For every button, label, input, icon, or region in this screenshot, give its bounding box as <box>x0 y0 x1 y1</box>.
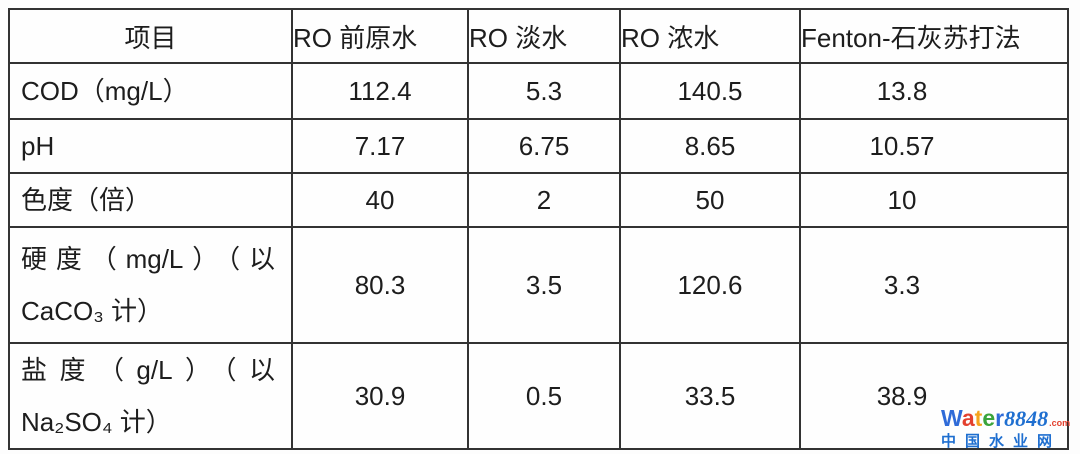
cell-value: 6.75 <box>467 118 621 174</box>
column-header-ro-concentrate: RO 浓水 <box>619 8 801 64</box>
watermark-subtitle: 中国水业网 <box>941 433 1062 450</box>
cell-value: 10.57 <box>799 118 1069 174</box>
column-header-ro-fresh-water: RO 淡水 <box>467 8 621 64</box>
cell-value: 50 <box>619 172 801 228</box>
cell-value: 5.3 <box>467 62 621 120</box>
watermark-brand-word: Water <box>941 407 1004 430</box>
cell-value: 2 <box>467 172 621 228</box>
cell-value: 30.9 <box>291 342 469 450</box>
water8848-watermark-logo: Water 8848 .com 中国水业网 <box>941 407 1077 450</box>
watermark-number: 8848 <box>1004 406 1049 431</box>
brand-letter: a <box>961 405 975 431</box>
cell-value: 140.5 <box>619 62 801 120</box>
brand-letter: r <box>995 405 1005 431</box>
watermark-brand-line: Water 8848 .com <box>941 407 1077 430</box>
cell-value: 33.5 <box>619 342 801 450</box>
column-header-item: 项目 <box>8 8 293 64</box>
table-row: pH 7.17 6.75 8.65 10.57 <box>8 118 1069 174</box>
cell-value: 80.3 <box>291 226 469 344</box>
row-label: 盐度（g/L）（以 Na₂SO₄ 计） <box>8 342 293 450</box>
cell-value: 13.8 <box>799 62 1069 120</box>
cell-value: 38.9 <box>799 342 1069 450</box>
cell-value: 112.4 <box>291 62 469 120</box>
brand-letter: W <box>941 405 962 431</box>
water-quality-table: 项目 RO 前原水 RO 淡水 RO 浓水 Fenton-石灰苏打法 COD（m… <box>8 8 1069 450</box>
cell-value: 8.65 <box>619 118 801 174</box>
cell-value: 40 <box>291 172 469 228</box>
watermark-tld: .com <box>1049 418 1071 428</box>
table-row: 硬度（mg/L）（以 CaCO₃ 计） 80.3 3.5 120.6 3.3 <box>8 226 1069 344</box>
row-label: COD（mg/L） <box>8 62 293 120</box>
table-body: COD（mg/L） 112.4 5.3 140.5 13.8 pH 7.17 6… <box>8 62 1069 450</box>
table-row: 色度（倍） 40 2 50 10 <box>8 172 1069 228</box>
table-row: COD（mg/L） 112.4 5.3 140.5 13.8 <box>8 62 1069 120</box>
brand-letter: e <box>982 405 996 431</box>
table-row: 盐度（g/L）（以 Na₂SO₄ 计） 30.9 0.5 33.5 38.9 <box>8 342 1069 450</box>
cell-value: 10 <box>799 172 1069 228</box>
cell-value: 3.3 <box>799 226 1069 344</box>
row-label: 硬度（mg/L）（以 CaCO₃ 计） <box>8 226 293 344</box>
brand-letter: t <box>974 405 983 431</box>
column-header-ro-raw-water: RO 前原水 <box>291 8 469 64</box>
cell-value: 7.17 <box>291 118 469 174</box>
cell-value: 120.6 <box>619 226 801 344</box>
header-row: 项目 RO 前原水 RO 淡水 RO 浓水 Fenton-石灰苏打法 <box>8 8 1069 64</box>
column-header-fenton-lime-soda: Fenton-石灰苏打法 <box>799 8 1069 64</box>
table-header: 项目 RO 前原水 RO 淡水 RO 浓水 Fenton-石灰苏打法 <box>8 8 1069 64</box>
cell-value: 3.5 <box>467 226 621 344</box>
cell-value: 0.5 <box>467 342 621 450</box>
row-label: pH <box>8 118 293 174</box>
row-label: 色度（倍） <box>8 172 293 228</box>
